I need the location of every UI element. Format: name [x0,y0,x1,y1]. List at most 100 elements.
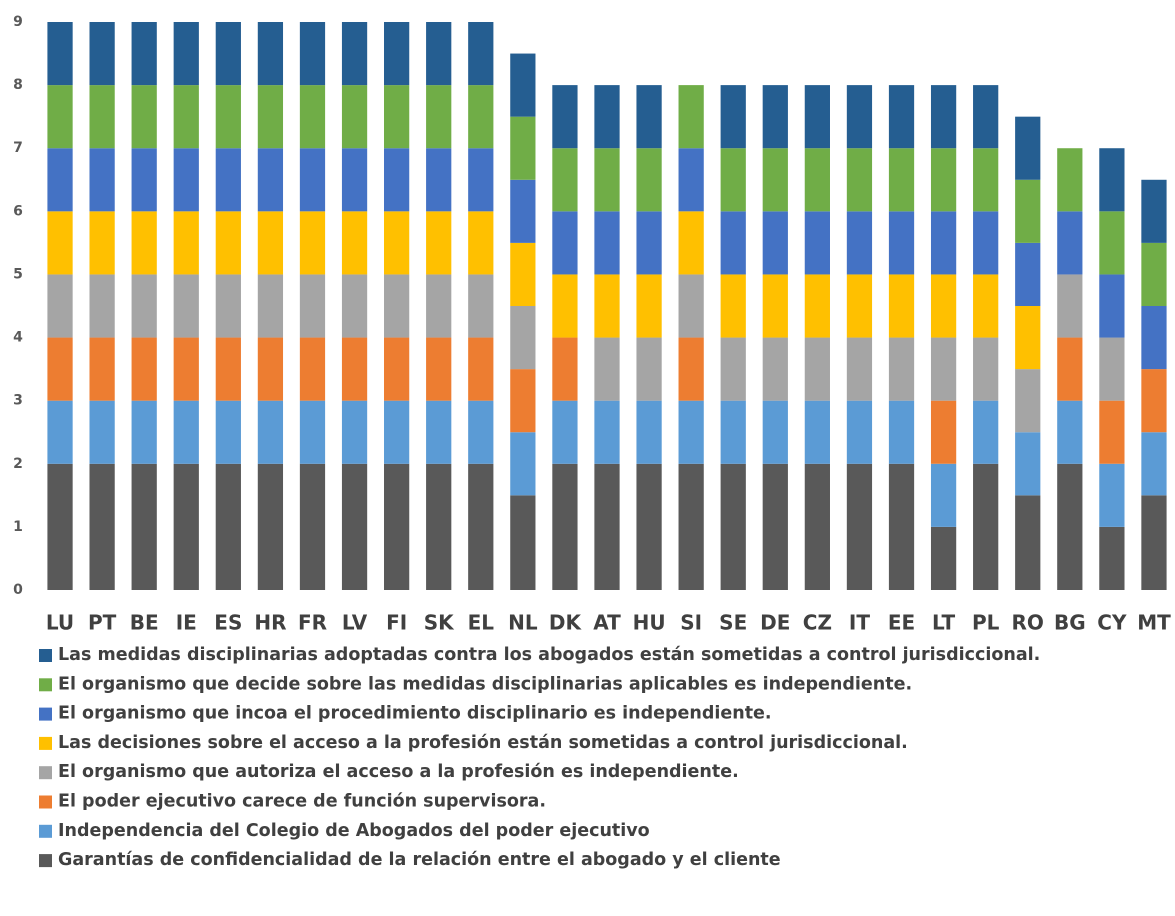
bar-segment [215,85,241,149]
bar-segment [930,337,957,401]
legend-swatch [39,766,52,780]
bar-segment [89,211,115,275]
bar-segment [1099,274,1125,338]
bar-segment [930,400,957,464]
x-tick-label: FI [386,611,407,635]
bar-segment [299,463,326,590]
bar-segment [1099,526,1125,590]
x-tick-label: HR [254,611,286,635]
x-tick-label: CZ [803,611,832,635]
bar-segment [1141,495,1167,590]
legend-swatch [39,678,52,692]
bar-segment [846,463,873,590]
x-tick-label: LV [342,611,368,635]
bar-segment [720,148,746,212]
bar-segment [215,400,241,464]
bar-segment [384,148,410,212]
bar-segment [89,463,115,590]
x-tick-label: SK [424,611,455,635]
bar-segment [888,274,915,338]
bar-segment [215,22,241,86]
bar-segment [804,337,830,401]
bar-segment [299,22,326,86]
bar-segment [426,463,452,590]
legend-swatch [39,795,52,809]
bar-segment [341,463,368,590]
bar-segment [257,463,284,590]
bar-segment [426,22,452,86]
bar-segment [1099,148,1125,212]
bar-segment [552,148,578,212]
bar-segment [1015,179,1041,243]
bar-segment [552,337,578,401]
bar-segment [384,22,410,86]
x-tick-label: EL [468,611,495,635]
bar-segment [468,211,494,275]
x-tick-label: IE [176,611,197,635]
bar-segment [426,337,452,401]
bar-segment [426,85,452,149]
bar-segment [341,211,368,275]
bar-segment [762,337,788,401]
y-tick-label: 8 [13,77,23,93]
bar-segment [762,463,788,590]
bar-segment [468,463,494,590]
bar-segment [594,400,620,464]
bar-segment [1015,495,1041,590]
bar-segment [47,211,73,275]
bar-segment [131,148,157,212]
bar-segment [804,463,830,590]
bar-segment [299,274,326,338]
bar-segment [341,400,368,464]
bar-segment [510,495,536,590]
x-tick-label: IT [849,611,870,635]
y-tick-label: 0 [13,582,23,598]
bar-segment [510,369,536,433]
x-tick-label: CY [1097,611,1127,635]
bar-segment [384,211,410,275]
bar-segment [973,85,999,149]
bar-segment [636,274,662,338]
bar-segment [215,337,241,401]
bar-segment [341,22,368,86]
legend-label: El organismo que incoa el procedimiento … [58,704,772,724]
bar-segment [384,337,410,401]
bar-segment [47,463,73,590]
bar-segment [1057,211,1083,275]
x-tick-label: ES [214,611,242,635]
legend-swatch [39,707,52,721]
bar-segment [1099,211,1125,275]
y-tick-label: 7 [13,140,23,156]
x-tick-label: LT [932,611,955,635]
bar-segment [341,337,368,401]
bar-segment [973,463,999,590]
bar-segment [341,148,368,212]
x-tick-label: FR [298,611,327,635]
bar-segment [131,463,157,590]
bar-segment [973,148,999,212]
bar-segment [720,463,746,590]
bar-segment [89,148,115,212]
bar-segment [510,53,536,117]
bar-segment [89,337,115,401]
bar-segment [1141,242,1167,306]
bar-segment [1015,116,1041,180]
bar-segment [131,22,157,86]
bar-segment [1015,432,1041,496]
x-tick-label: BE [130,611,159,635]
bar-segment [594,211,620,275]
bar-segment [678,148,704,212]
bar-segment [468,85,494,149]
bar-segment [846,400,873,464]
x-tick-label: AT [593,611,621,635]
bar-segment [257,22,284,86]
bar-segment [552,463,578,590]
legend-label: Las medidas disciplinarias adoptadas con… [58,645,1040,665]
bar-segment [1141,179,1167,243]
bar-segment [636,85,662,149]
bar-segment [804,148,830,212]
bar-segment [173,400,199,464]
bar-segment [426,274,452,338]
bar-segment [594,85,620,149]
